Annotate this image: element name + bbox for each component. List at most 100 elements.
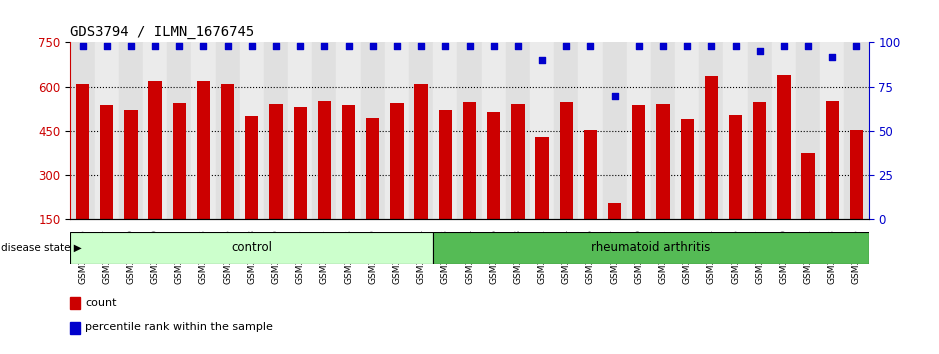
- Point: [849, 43, 864, 49]
- Bar: [221, 84, 235, 219]
- Bar: [463, 102, 476, 219]
- Point: [147, 43, 162, 49]
- Bar: [723, 42, 747, 219]
- Point: [511, 43, 526, 49]
- Bar: [216, 42, 239, 219]
- Bar: [391, 103, 404, 219]
- Bar: [119, 42, 143, 219]
- Text: count: count: [85, 298, 116, 308]
- Text: GDS3794 / ILMN_1676745: GDS3794 / ILMN_1676745: [70, 25, 254, 39]
- Bar: [681, 119, 694, 219]
- Bar: [700, 42, 723, 219]
- Point: [75, 43, 90, 49]
- Bar: [772, 42, 796, 219]
- Point: [486, 43, 501, 49]
- Bar: [651, 42, 675, 219]
- Point: [608, 93, 623, 98]
- Bar: [269, 104, 283, 219]
- Bar: [584, 130, 597, 219]
- Bar: [603, 42, 626, 219]
- Bar: [675, 42, 700, 219]
- Point: [462, 43, 477, 49]
- Bar: [317, 102, 331, 219]
- Bar: [747, 42, 772, 219]
- Bar: [148, 81, 162, 219]
- Point: [269, 43, 284, 49]
- Bar: [100, 105, 114, 219]
- Bar: [239, 42, 264, 219]
- Point: [801, 43, 816, 49]
- Point: [824, 54, 839, 59]
- Bar: [626, 42, 651, 219]
- Bar: [796, 42, 820, 219]
- Bar: [511, 104, 525, 219]
- Bar: [506, 42, 530, 219]
- Bar: [294, 107, 307, 219]
- Point: [172, 43, 187, 49]
- Bar: [439, 110, 452, 219]
- Point: [583, 43, 598, 49]
- Bar: [632, 105, 645, 219]
- Point: [341, 43, 356, 49]
- Bar: [530, 42, 554, 219]
- Bar: [366, 118, 379, 219]
- Bar: [342, 105, 355, 219]
- Bar: [173, 103, 186, 219]
- Bar: [245, 116, 258, 219]
- FancyBboxPatch shape: [70, 232, 433, 264]
- Point: [680, 43, 695, 49]
- Point: [390, 43, 405, 49]
- Bar: [487, 113, 500, 219]
- Point: [752, 48, 767, 54]
- Bar: [70, 42, 95, 219]
- Bar: [457, 42, 482, 219]
- Point: [728, 43, 743, 49]
- Point: [220, 43, 235, 49]
- Bar: [729, 115, 742, 219]
- Bar: [482, 42, 506, 219]
- FancyBboxPatch shape: [433, 232, 869, 264]
- Bar: [288, 42, 313, 219]
- Bar: [608, 202, 622, 219]
- Bar: [560, 102, 573, 219]
- Bar: [70, 321, 80, 334]
- Bar: [385, 42, 409, 219]
- Bar: [313, 42, 336, 219]
- Bar: [264, 42, 288, 219]
- Text: percentile rank within the sample: percentile rank within the sample: [85, 322, 273, 332]
- Bar: [777, 75, 791, 219]
- Point: [196, 43, 211, 49]
- Bar: [95, 42, 119, 219]
- Bar: [336, 42, 361, 219]
- Point: [534, 57, 549, 63]
- Bar: [167, 42, 192, 219]
- Point: [777, 43, 792, 49]
- Point: [704, 43, 719, 49]
- Point: [655, 43, 670, 49]
- Point: [100, 43, 115, 49]
- Text: disease state ▶: disease state ▶: [1, 243, 82, 253]
- Bar: [578, 42, 603, 219]
- Text: control: control: [231, 241, 272, 254]
- Bar: [143, 42, 167, 219]
- Bar: [844, 42, 869, 219]
- Bar: [850, 130, 863, 219]
- Bar: [433, 42, 457, 219]
- Bar: [753, 102, 766, 219]
- Bar: [192, 42, 216, 219]
- Bar: [76, 84, 89, 219]
- Bar: [535, 137, 548, 219]
- Bar: [554, 42, 578, 219]
- Point: [293, 43, 308, 49]
- Text: rheumatoid arthritis: rheumatoid arthritis: [592, 241, 711, 254]
- Bar: [825, 102, 839, 219]
- Bar: [704, 76, 718, 219]
- Point: [631, 43, 646, 49]
- Point: [438, 43, 453, 49]
- Bar: [414, 84, 428, 219]
- Point: [244, 43, 259, 49]
- Bar: [802, 153, 815, 219]
- Point: [413, 43, 428, 49]
- Bar: [820, 42, 844, 219]
- Bar: [409, 42, 433, 219]
